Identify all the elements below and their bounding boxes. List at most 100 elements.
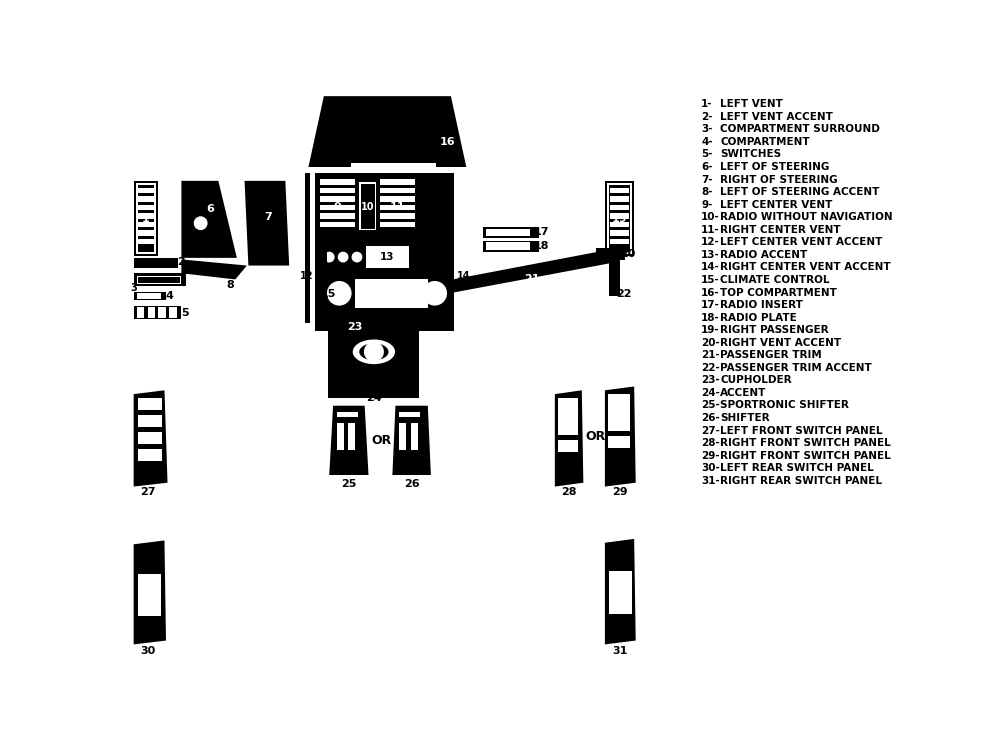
Text: RIGHT FRONT SWITCH PANEL: RIGHT FRONT SWITCH PANEL [720, 438, 891, 448]
Text: 12: 12 [300, 272, 313, 281]
Polygon shape [134, 390, 168, 487]
Text: 14: 14 [457, 272, 471, 281]
Text: 17-: 17- [701, 300, 720, 310]
Bar [608, 394, 630, 431]
Text: 2: 2 [178, 257, 185, 268]
Text: 2-: 2- [701, 112, 713, 122]
Bar [610, 238, 629, 244]
Bar [305, 173, 310, 323]
Text: 31: 31 [612, 646, 627, 656]
Bar [315, 244, 454, 271]
Text: 28: 28 [561, 487, 576, 497]
Text: 11-: 11- [701, 225, 720, 235]
Circle shape [327, 281, 352, 305]
Text: COMPARTMENT: COMPARTMENT [720, 137, 810, 147]
Bar [136, 183, 156, 254]
Bar [315, 276, 454, 311]
Text: 31-: 31- [701, 476, 720, 486]
Text: 23: 23 [347, 322, 362, 332]
Bar [134, 258, 178, 268]
Bar [315, 271, 454, 276]
Text: 15: 15 [321, 289, 336, 299]
Text: 6: 6 [207, 204, 215, 214]
Text: 15-: 15- [701, 275, 720, 285]
Bar [138, 398, 162, 410]
Bar [610, 230, 629, 236]
Bar [148, 308, 155, 318]
Text: 28-: 28- [701, 438, 720, 448]
Text: 4-: 4- [701, 137, 713, 147]
Bar [355, 280, 428, 308]
Text: 26-: 26- [701, 413, 720, 423]
Text: 11: 11 [390, 202, 406, 212]
Bar [486, 242, 530, 250]
Bar [320, 205, 355, 210]
Text: RADIO PLATE: RADIO PLATE [720, 313, 797, 322]
Text: 13: 13 [380, 252, 394, 262]
Text: CLIMATE CONTROL: CLIMATE CONTROL [720, 275, 830, 285]
Text: 5: 5 [181, 308, 189, 317]
Circle shape [352, 252, 362, 262]
Text: PASSENGER TRIM: PASSENGER TRIM [720, 350, 822, 360]
Text: LEFT CENTER VENT ACCENT: LEFT CENTER VENT ACCENT [720, 237, 883, 248]
Bar [357, 176, 379, 238]
Bar [609, 572, 632, 614]
Circle shape [194, 216, 208, 230]
Text: RIGHT CENTER VENT ACCENT: RIGHT CENTER VENT ACCENT [720, 262, 891, 272]
Bar [138, 213, 154, 218]
Circle shape [422, 281, 447, 305]
Bar [315, 311, 454, 317]
Bar [610, 188, 629, 194]
Text: RIGHT REAR SWITCH PANEL: RIGHT REAR SWITCH PANEL [720, 476, 882, 486]
Text: RADIO ACCENT: RADIO ACCENT [720, 250, 808, 259]
Bar [318, 176, 357, 238]
Bar [318, 176, 357, 238]
Text: 8: 8 [226, 280, 234, 290]
Text: 23-: 23- [701, 375, 720, 386]
Bar [320, 179, 355, 184]
Text: 25: 25 [341, 479, 356, 489]
Bar [138, 415, 162, 428]
Text: 10-: 10- [701, 212, 720, 222]
Text: TOP COMPARTMENT: TOP COMPARTMENT [720, 287, 837, 298]
Text: RIGHT CENTER VENT: RIGHT CENTER VENT [720, 225, 841, 235]
Bar [605, 181, 634, 256]
Circle shape [324, 252, 335, 262]
Text: SHIFTER: SHIFTER [720, 413, 770, 423]
Text: ACCENT: ACCENT [720, 388, 767, 398]
Bar [380, 222, 415, 227]
Bar [610, 205, 629, 210]
Bar [486, 229, 530, 236]
Bar [137, 293, 161, 298]
Bar [315, 173, 454, 331]
Polygon shape [605, 539, 636, 644]
Text: 21-: 21- [701, 350, 720, 360]
Text: 20: 20 [620, 249, 636, 259]
Bar [609, 184, 630, 253]
Text: 13-: 13- [701, 250, 720, 259]
Text: CUPHOLDER: CUPHOLDER [720, 375, 792, 386]
Polygon shape [392, 406, 431, 475]
Polygon shape [308, 96, 466, 167]
Text: 19-: 19- [701, 326, 720, 335]
Bar [315, 244, 327, 271]
Text: RIGHT PASSENGER: RIGHT PASSENGER [720, 326, 829, 335]
Text: SPORTRONIC SHIFTER: SPORTRONIC SHIFTER [720, 400, 849, 410]
Text: 3-: 3- [701, 124, 713, 134]
Text: 5-: 5- [701, 149, 713, 160]
Bar [138, 222, 154, 227]
Bar [320, 222, 355, 227]
Text: 16: 16 [439, 137, 455, 147]
Polygon shape [445, 251, 614, 293]
Text: 27-: 27- [701, 425, 720, 436]
Text: 16-: 16- [701, 287, 720, 298]
Text: SWITCHES: SWITCHES [720, 149, 782, 160]
Ellipse shape [359, 344, 389, 360]
Polygon shape [329, 406, 369, 475]
Bar [380, 205, 415, 210]
Text: RIGHT OF STEERING: RIGHT OF STEERING [720, 175, 838, 184]
Bar [351, 164, 436, 167]
Polygon shape [134, 541, 166, 644]
Bar [442, 244, 454, 271]
Text: LEFT OF STEERING ACCENT: LEFT OF STEERING ACCENT [720, 187, 880, 197]
